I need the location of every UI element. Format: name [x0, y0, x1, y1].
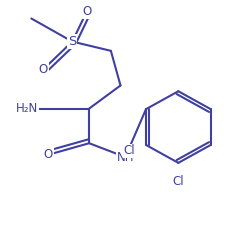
- Text: O: O: [44, 148, 53, 161]
- Text: Cl: Cl: [123, 144, 135, 158]
- Text: S: S: [68, 35, 76, 48]
- Text: NH: NH: [117, 151, 134, 164]
- Text: O: O: [82, 5, 91, 18]
- Text: O: O: [39, 63, 48, 76]
- Text: H₂N: H₂N: [16, 102, 39, 115]
- Text: Cl: Cl: [173, 175, 184, 188]
